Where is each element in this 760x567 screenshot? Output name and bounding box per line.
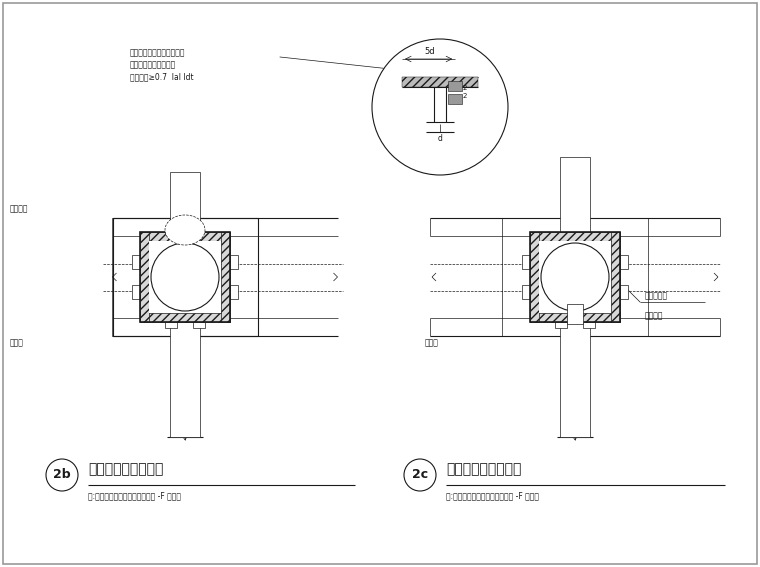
Bar <box>522 255 530 269</box>
Bar <box>193 322 205 328</box>
Text: （条网）: （条网） <box>645 311 663 320</box>
Bar <box>140 232 230 322</box>
Circle shape <box>372 39 508 175</box>
Bar <box>165 322 177 328</box>
Text: 2c: 2c <box>412 468 428 481</box>
Bar <box>140 232 149 322</box>
Bar <box>448 81 462 91</box>
Bar <box>132 285 140 299</box>
Bar <box>132 255 140 269</box>
Bar <box>620 255 628 269</box>
Text: d: d <box>438 134 442 143</box>
Bar <box>112 218 258 336</box>
Text: 5d: 5d <box>425 47 435 56</box>
Circle shape <box>404 459 436 491</box>
Text: 2: 2 <box>463 85 467 91</box>
Text: 穿腹板: 穿腹板 <box>10 338 24 347</box>
Bar <box>560 322 590 437</box>
Bar <box>230 255 238 269</box>
Bar <box>221 232 230 322</box>
Bar <box>620 285 628 299</box>
Text: 边梁与柱连接示意图: 边梁与柱连接示意图 <box>446 462 521 476</box>
Circle shape <box>46 459 78 491</box>
Bar <box>149 241 221 313</box>
Ellipse shape <box>541 243 609 311</box>
Bar <box>448 94 462 104</box>
Bar <box>170 322 200 437</box>
Bar <box>522 285 530 299</box>
Text: 直撑侧柱: 直撑侧柱 <box>10 204 29 213</box>
Bar <box>530 232 539 322</box>
Text: 末端与钢板穿孔角焊缝: 末端与钢板穿孔角焊缝 <box>130 60 176 69</box>
Text: 梁与边柱连接示意图: 梁与边柱连接示意图 <box>88 462 163 476</box>
Text: 2: 2 <box>463 93 467 99</box>
Ellipse shape <box>151 243 219 311</box>
Bar <box>611 232 620 322</box>
Bar <box>170 172 200 232</box>
Ellipse shape <box>165 215 205 245</box>
Bar <box>530 232 620 241</box>
Bar <box>583 322 595 328</box>
Bar <box>112 218 258 336</box>
Text: 当梁钢筋锚固长度不够时，: 当梁钢筋锚固长度不够时， <box>130 48 185 57</box>
Bar <box>502 218 648 336</box>
Bar <box>530 232 620 322</box>
Bar <box>555 322 567 328</box>
Bar <box>530 313 620 322</box>
Bar <box>402 77 478 87</box>
Bar <box>567 304 583 324</box>
Bar <box>560 157 590 232</box>
Bar <box>230 285 238 299</box>
Bar <box>539 241 611 313</box>
Text: 注:两个方向梁钢筋通过参照本图 -F 剖面。: 注:两个方向梁钢筋通过参照本图 -F 剖面。 <box>446 491 539 500</box>
Bar <box>140 232 230 241</box>
Text: 穿腹板: 穿腹板 <box>425 338 439 347</box>
Text: 注:两个方向梁钢筋通过参照本图 -F 剖面。: 注:两个方向梁钢筋通过参照本图 -F 剖面。 <box>88 491 181 500</box>
Text: 2b: 2b <box>53 468 71 481</box>
Bar <box>140 313 230 322</box>
Text: 锚固长度≥0.7  laI ldt: 锚固长度≥0.7 laI ldt <box>130 72 194 81</box>
Text: 穿孔补强板: 穿孔补强板 <box>645 291 668 300</box>
